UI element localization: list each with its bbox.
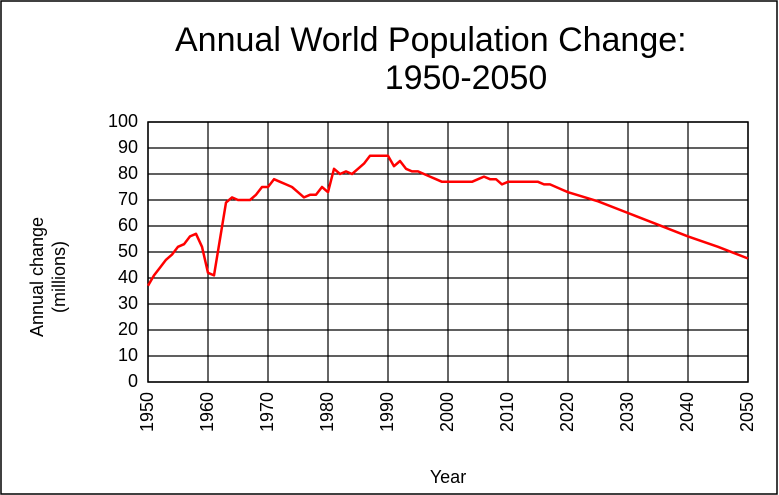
y-tick-label: 10	[118, 345, 138, 365]
chart-title: 1950-2050	[385, 59, 548, 97]
y-tick-label: 30	[118, 293, 138, 313]
y-tick-label: 50	[118, 241, 138, 261]
x-tick-label: 2000	[437, 392, 457, 432]
y-tick-label: 80	[118, 163, 138, 183]
y-tick-label: 40	[118, 267, 138, 287]
y-tick-label: 0	[128, 371, 138, 391]
x-tick-label: 2020	[557, 392, 577, 432]
x-tick-label: 1950	[137, 392, 157, 432]
x-tick-label: 1960	[197, 392, 217, 432]
x-axis-label: Year	[430, 467, 466, 487]
x-tick-label: 2030	[617, 392, 637, 432]
y-tick-label: 100	[108, 111, 138, 131]
x-tick-label: 2010	[497, 392, 517, 432]
y-axis-label: (millions)	[49, 241, 69, 313]
x-tick-label: 2050	[737, 392, 757, 432]
plot-area	[147, 121, 749, 383]
y-tick-label: 70	[118, 189, 138, 209]
y-axis-label: Annual change	[27, 217, 47, 337]
y-tick-label: 60	[118, 215, 138, 235]
x-tick-label: 2040	[677, 392, 697, 432]
y-tick-label: 90	[118, 137, 138, 157]
y-tick-label: 20	[118, 319, 138, 339]
x-tick-label: 1980	[317, 392, 337, 432]
x-tick-label: 1990	[377, 392, 397, 432]
x-tick-label: 1970	[257, 392, 277, 432]
data-line	[146, 154, 749, 287]
chart-title: Annual World Population Change:	[175, 21, 687, 59]
